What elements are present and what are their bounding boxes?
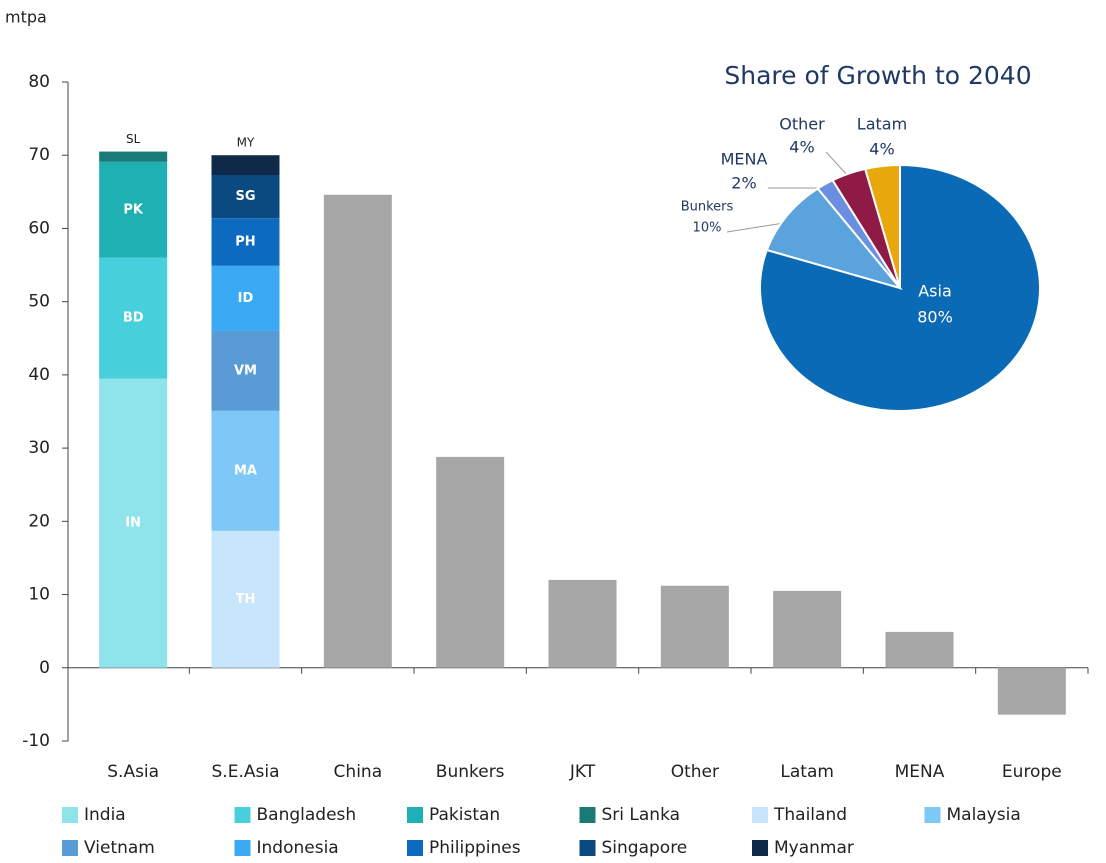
bar-segment: [885, 631, 954, 668]
legend-swatch: [62, 840, 78, 856]
legend-swatch: [924, 807, 941, 823]
bar-segment: [211, 410, 280, 531]
segment-label: MA: [234, 463, 257, 478]
pie-value-label: 10%: [693, 221, 722, 236]
legend-label: Myanmar: [774, 838, 854, 858]
y-tick-label: 10: [28, 585, 50, 605]
bar-segment: [211, 265, 280, 331]
y-tick-label: 70: [28, 145, 50, 165]
segment-label: SG: [235, 189, 255, 204]
bar-segment: [211, 530, 280, 668]
bar-segment: [997, 667, 1066, 715]
y-tick-label: 80: [28, 72, 50, 92]
legend-label: Bangladesh: [257, 805, 357, 825]
bar-segment: [773, 590, 842, 668]
legend-label: Indonesia: [257, 838, 339, 858]
pie-slice: [765, 187, 903, 290]
x-tick-label: MENA: [895, 762, 945, 782]
legend-swatch: [752, 807, 768, 823]
legend-swatch: [407, 807, 423, 823]
bar-segment: [99, 161, 168, 258]
y-tick-label: 40: [28, 365, 50, 385]
segment-label: TH: [236, 592, 256, 607]
bar-segment: [99, 378, 168, 668]
legend-label: Singapore: [602, 838, 688, 858]
bar-segment: [211, 155, 280, 175]
x-tick-label: Other: [671, 762, 719, 782]
legend-swatch: [234, 807, 251, 823]
segment-label: SL: [126, 132, 141, 146]
legend-swatch: [579, 840, 596, 856]
y-tick-label: 50: [28, 292, 50, 312]
x-tick-label: S.Asia: [107, 762, 159, 782]
bar-segment: [211, 174, 280, 219]
bar-segment: [99, 257, 168, 379]
pie-value-label: 2%: [731, 174, 756, 193]
pie-value-label: 80%: [917, 308, 953, 327]
segment-label: PH: [235, 234, 255, 249]
pie-category-label: MENA: [721, 150, 768, 169]
x-tick-label: China: [334, 762, 383, 782]
legend-swatch: [234, 840, 251, 856]
y-tick-label: 20: [28, 511, 50, 531]
legend-label: Malaysia: [947, 805, 1021, 825]
pie-category-label: Asia: [918, 282, 952, 301]
y-tick-label: 60: [28, 218, 50, 238]
x-tick-label: S.E.Asia: [212, 762, 280, 782]
legend-label: India: [84, 805, 126, 825]
pie-value-label: 4%: [869, 140, 894, 159]
segment-label: MY: [237, 136, 255, 150]
x-tick-label: Bunkers: [436, 762, 505, 782]
x-tick-label: JKT: [569, 762, 596, 782]
legend-label: Pakistan: [429, 805, 500, 825]
segment-label: BD: [123, 311, 144, 326]
segment-label: ID: [238, 291, 254, 306]
legend-label: Philippines: [429, 838, 521, 858]
bar-segment: [211, 330, 280, 411]
pie-category-label: Latam: [857, 115, 907, 134]
bar-segment: [436, 456, 505, 668]
y-axis-label: mtpa: [5, 8, 47, 27]
legend-label: Thailand: [773, 805, 847, 825]
legend-swatch: [752, 840, 768, 856]
pie-category-label: Other: [779, 115, 825, 134]
bar-segment: [548, 579, 617, 668]
legend-swatch: [62, 807, 78, 823]
bar-segment: [99, 151, 168, 162]
x-tick-label: Europe: [1002, 762, 1062, 782]
legend-swatch: [407, 840, 423, 856]
pie-category-label: Bunkers: [681, 200, 734, 215]
pie-title: Share of Growth to 2040: [724, 61, 1031, 90]
pie-slice: [863, 163, 901, 289]
x-tick-label: Latam: [780, 762, 834, 782]
legend-label: Vietnam: [84, 838, 155, 858]
y-tick-label: -10: [22, 731, 50, 751]
y-tick-label: 0: [39, 658, 50, 678]
y-tick-label: 30: [28, 438, 50, 458]
segment-label: VM: [234, 363, 257, 378]
legend-swatch: [579, 807, 596, 823]
bar-segment: [660, 585, 729, 668]
pie-value-label: 4%: [789, 138, 814, 157]
segment-label: IN: [125, 516, 141, 531]
legend-label: Sri Lanka: [602, 805, 681, 825]
bar-segment: [323, 194, 392, 668]
bar-segment: [211, 218, 280, 266]
segment-label: PK: [123, 202, 144, 217]
